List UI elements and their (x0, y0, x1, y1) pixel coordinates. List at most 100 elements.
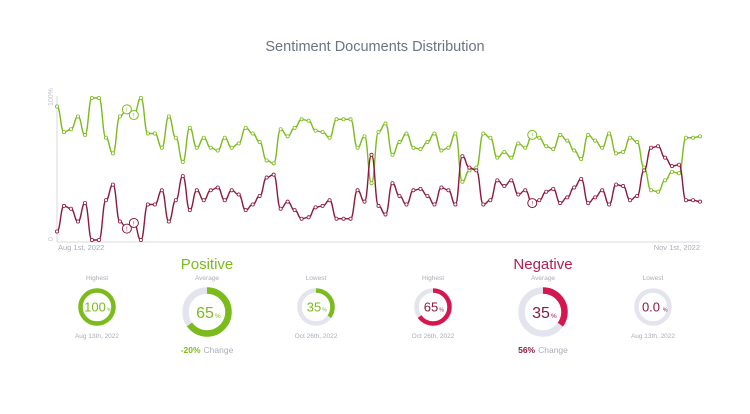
data-point[interactable] (383, 121, 388, 126)
data-point[interactable] (341, 216, 346, 221)
data-point[interactable] (453, 202, 458, 207)
data-point[interactable] (103, 198, 108, 203)
data-point[interactable] (355, 145, 360, 150)
data-point[interactable] (516, 192, 521, 197)
data-point[interactable] (103, 135, 108, 140)
data-point[interactable] (250, 131, 255, 136)
data-point[interactable] (439, 148, 444, 153)
data-point[interactable] (656, 189, 661, 194)
data-point[interactable] (439, 185, 444, 190)
data-point[interactable] (236, 192, 241, 197)
data-point[interactable] (432, 202, 437, 207)
data-point[interactable] (89, 96, 94, 101)
data-point[interactable] (292, 208, 297, 213)
data-point[interactable] (222, 135, 227, 140)
data-point[interactable] (159, 188, 164, 193)
data-point[interactable] (691, 135, 696, 140)
data-point[interactable] (180, 159, 185, 164)
data-point[interactable] (236, 141, 241, 146)
data-point[interactable] (243, 208, 248, 213)
data-point[interactable] (572, 185, 577, 190)
anomaly-point[interactable] (128, 110, 139, 121)
data-point[interactable] (411, 145, 416, 150)
data-point[interactable] (348, 117, 353, 122)
data-point[interactable] (55, 104, 60, 109)
data-point[interactable] (145, 202, 150, 207)
data-point[interactable] (299, 216, 304, 221)
data-point[interactable] (327, 135, 332, 140)
data-point[interactable] (565, 138, 570, 143)
data-point[interactable] (677, 171, 682, 176)
data-point[interactable] (670, 164, 675, 169)
data-point[interactable] (425, 140, 430, 145)
data-point[interactable] (579, 157, 584, 162)
data-point[interactable] (572, 148, 577, 153)
data-point[interactable] (698, 199, 703, 204)
anomaly-point[interactable] (128, 217, 139, 228)
data-point[interactable] (152, 131, 157, 136)
data-point[interactable] (495, 155, 500, 160)
data-point[interactable] (488, 198, 493, 203)
data-point[interactable] (194, 188, 199, 193)
data-point[interactable] (551, 186, 556, 191)
data-point[interactable] (138, 96, 143, 101)
data-point[interactable] (278, 127, 283, 132)
data-point[interactable] (138, 237, 143, 242)
data-point[interactable] (61, 203, 66, 208)
data-point[interactable] (376, 203, 381, 208)
data-point[interactable] (635, 193, 640, 198)
data-point[interactable] (460, 179, 465, 184)
data-point[interactable] (355, 188, 360, 193)
data-point[interactable] (558, 201, 563, 206)
data-point[interactable] (117, 114, 122, 119)
data-point[interactable] (502, 184, 507, 189)
data-point[interactable] (649, 188, 654, 193)
data-point[interactable] (537, 135, 542, 140)
data-point[interactable] (222, 198, 227, 203)
data-point[interactable] (271, 172, 276, 177)
data-point[interactable] (481, 202, 486, 207)
data-point[interactable] (656, 144, 661, 149)
data-point[interactable] (698, 134, 703, 139)
data-point[interactable] (313, 205, 318, 210)
data-point[interactable] (334, 216, 339, 221)
data-point[interactable] (411, 188, 416, 193)
data-point[interactable] (215, 185, 220, 190)
data-point[interactable] (383, 212, 388, 217)
data-point[interactable] (551, 147, 556, 152)
data-point[interactable] (55, 229, 60, 234)
data-point[interactable] (516, 141, 521, 146)
data-point[interactable] (320, 203, 325, 208)
data-point[interactable] (173, 135, 178, 140)
data-point[interactable] (145, 131, 150, 136)
data-point[interactable] (159, 145, 164, 150)
data-point[interactable] (201, 135, 206, 140)
data-point[interactable] (537, 198, 542, 203)
data-point[interactable] (607, 202, 612, 207)
data-point[interactable] (173, 198, 178, 203)
data-point[interactable] (362, 199, 367, 204)
data-point[interactable] (68, 206, 73, 211)
data-point[interactable] (684, 135, 689, 140)
data-point[interactable] (621, 184, 626, 189)
anomaly-point[interactable] (121, 223, 132, 234)
data-point[interactable] (250, 202, 255, 207)
data-point[interactable] (306, 215, 311, 220)
data-point[interactable] (495, 178, 500, 183)
data-point[interactable] (390, 152, 395, 157)
data-point[interactable] (684, 198, 689, 203)
data-point[interactable] (201, 198, 206, 203)
data-point[interactable] (264, 175, 269, 180)
data-point[interactable] (509, 155, 514, 160)
data-point[interactable] (649, 145, 654, 150)
data-point[interactable] (313, 128, 318, 133)
data-point[interactable] (243, 125, 248, 130)
data-point[interactable] (446, 188, 451, 193)
data-point[interactable] (369, 181, 374, 186)
data-point[interactable] (369, 152, 374, 157)
data-point[interactable] (390, 181, 395, 186)
data-point[interactable] (404, 131, 409, 136)
data-point[interactable] (502, 149, 507, 154)
data-point[interactable] (68, 127, 73, 132)
data-point[interactable] (628, 198, 633, 203)
